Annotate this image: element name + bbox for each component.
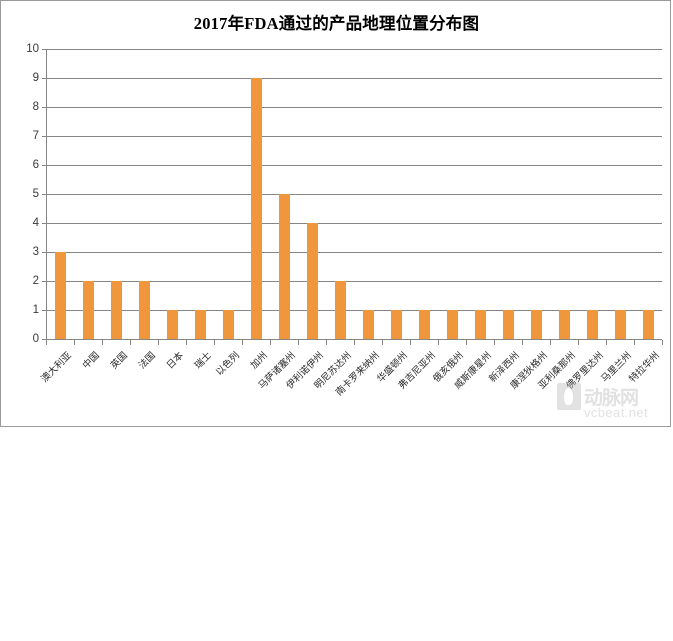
x-tick-mark (634, 340, 635, 345)
y-axis-tick-label: 7 (32, 130, 39, 142)
y-axis-tick-label: 8 (32, 101, 39, 113)
bar (362, 310, 374, 339)
bar (502, 310, 514, 339)
y-axis-tick-label: 4 (32, 217, 39, 229)
y-tick-mark (42, 223, 46, 224)
x-tick-mark (550, 340, 551, 345)
chart-title: 2017年FDA通过的产品地理位置分布图 (193, 14, 480, 33)
bar (306, 223, 318, 339)
x-tick-mark (382, 340, 383, 345)
plot-area: 0 1 2 3 4 5 6 7 8 9 10 (26, 43, 662, 345)
y-axis-tick-label: 2 (32, 275, 39, 287)
bar (82, 281, 94, 339)
y-tick-mark (42, 49, 46, 50)
bar (250, 78, 262, 339)
gridline (46, 107, 662, 108)
y-axis-tick-label: 5 (32, 188, 39, 200)
y-tick-mark (42, 281, 46, 282)
x-tick-mark (186, 340, 187, 345)
x-tick-mark (298, 340, 299, 345)
bar (110, 281, 122, 339)
bar (418, 310, 430, 339)
y-tick-mark (42, 194, 46, 195)
y-axis-tick-label: 10 (26, 43, 39, 55)
y-tick-mark (42, 136, 46, 137)
gridline (46, 49, 662, 50)
bar (194, 310, 206, 339)
y-tick-mark (42, 107, 46, 108)
bar (138, 281, 150, 339)
x-tick-mark (158, 340, 159, 345)
x-tick-mark (46, 340, 47, 345)
y-axis-tick-label: 3 (32, 246, 39, 258)
bar (530, 310, 542, 339)
y-tick-mark (42, 252, 46, 253)
x-tick-mark (606, 340, 607, 345)
bar (390, 310, 402, 339)
bar (586, 310, 598, 339)
x-tick-mark (242, 340, 243, 345)
gridline (46, 136, 662, 137)
bar (474, 310, 486, 339)
x-tick-mark (662, 340, 663, 345)
bar (278, 194, 290, 339)
x-tick-mark (270, 340, 271, 345)
x-tick-mark (102, 340, 103, 345)
x-tick-mark (410, 340, 411, 345)
gridline (46, 281, 662, 282)
gridline (46, 194, 662, 195)
x-tick-mark (130, 340, 131, 345)
y-tick-mark (42, 310, 46, 311)
x-tick-mark (522, 340, 523, 345)
gridline (46, 78, 662, 79)
x-tick-mark (438, 340, 439, 345)
bar (446, 310, 458, 339)
bar (334, 281, 346, 339)
x-tick-mark (74, 340, 75, 345)
bar (558, 310, 570, 339)
y-tick-mark (42, 165, 46, 166)
y-axis-tick-label: 6 (32, 159, 39, 171)
bar (642, 310, 654, 339)
gridline (46, 165, 662, 166)
gridline (46, 310, 662, 311)
chart-container: 2017年FDA通过的产品地理位置分布图 0 1 2 3 4 5 6 7 8 9 10 澳大利亚 中国… (0, 0, 671, 427)
x-tick-mark (466, 340, 467, 345)
y-tick-mark (42, 78, 46, 79)
y-axis-tick-label: 1 (32, 304, 39, 316)
x-tick-mark (354, 340, 355, 345)
x-tick-mark (578, 340, 579, 345)
x-tick-mark (494, 340, 495, 345)
bar (222, 310, 234, 339)
y-tick-mark (42, 339, 46, 340)
bar (54, 252, 66, 339)
bar (166, 310, 178, 339)
x-tick-mark (326, 340, 327, 345)
y-axis-tick-label: 0 (32, 333, 39, 345)
x-tick-mark (214, 340, 215, 345)
gridline (46, 223, 662, 224)
y-axis-tick-label: 9 (32, 72, 39, 84)
bar (614, 310, 626, 339)
x-axis-line (46, 339, 662, 340)
gridline (46, 252, 662, 253)
